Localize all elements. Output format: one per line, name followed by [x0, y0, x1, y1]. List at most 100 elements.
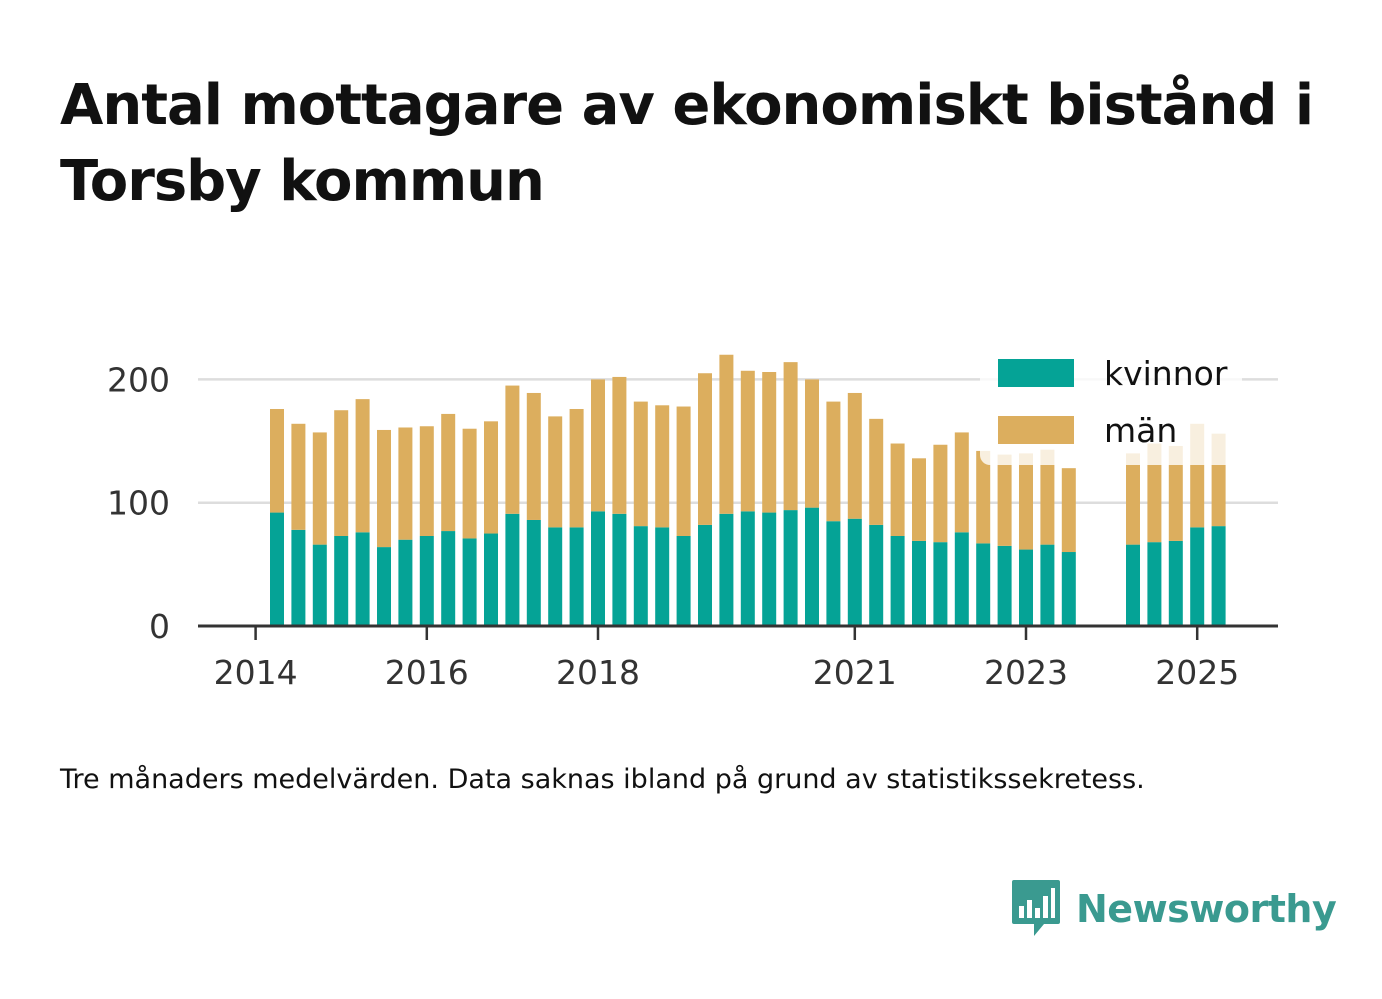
- bar-man: [569, 408, 584, 528]
- bar-kvinnor: [912, 540, 926, 626]
- bar-kvinnor: [1040, 544, 1055, 626]
- legend-swatch-man: [998, 416, 1074, 444]
- bar-man: [676, 406, 691, 536]
- bar-kvinnor: [826, 521, 841, 626]
- bar-man: [954, 432, 969, 533]
- bar-kvinnor: [954, 532, 969, 626]
- bar-man: [740, 370, 755, 512]
- bar-kvinnor: [398, 539, 413, 626]
- bar-man: [762, 372, 777, 513]
- bar-kvinnor: [312, 544, 327, 626]
- x-tick-label: 2021: [813, 653, 897, 692]
- bar-man: [826, 401, 841, 522]
- bar-kvinnor: [633, 526, 648, 626]
- bar-kvinnor: [548, 527, 563, 626]
- axes: 0 100 200 2014 2016 2018 2021 2023 2025: [107, 360, 1278, 692]
- bar-man: [997, 454, 1012, 546]
- bar-man: [890, 443, 905, 536]
- bar-man: [805, 379, 819, 508]
- chart-title: Antal mottagare av ekonomiskt bistånd i …: [60, 73, 1314, 214]
- bar-man: [783, 362, 798, 511]
- bar-kvinnor: [740, 511, 755, 626]
- bar-kvinnor: [762, 512, 777, 626]
- bar-kvinnor: [997, 545, 1012, 626]
- bar-kvinnor: [933, 542, 948, 626]
- bar-man: [869, 418, 884, 525]
- brand-name: Newsworthy: [1076, 887, 1337, 931]
- bar-man: [1040, 449, 1055, 545]
- bar-kvinnor: [591, 511, 605, 626]
- bar-man: [441, 413, 456, 532]
- bar-kvinnor: [484, 533, 498, 626]
- bar-man: [505, 385, 520, 514]
- bar-man: [1126, 453, 1140, 545]
- bar-kvinnor: [1061, 552, 1076, 626]
- x-tick-label: 2018: [556, 653, 640, 692]
- x-tick-label: 2025: [1155, 653, 1239, 692]
- bar-man: [548, 416, 563, 528]
- bar-man: [312, 432, 327, 545]
- legend-label-kvinnor: kvinnor: [1104, 354, 1228, 393]
- bar-man: [1019, 453, 1033, 550]
- bar-man: [355, 399, 370, 533]
- bar-man: [334, 410, 349, 536]
- bar-kvinnor: [505, 513, 520, 626]
- bars: [270, 354, 1226, 626]
- bar-man: [591, 379, 605, 512]
- bar-kvinnor: [655, 527, 670, 626]
- bar-kvinnor: [569, 527, 584, 626]
- bar-man: [655, 405, 670, 528]
- y-tick-label: 200: [107, 360, 170, 399]
- bar-kvinnor: [291, 529, 306, 626]
- bar-man: [291, 423, 306, 530]
- x-tick-label: 2016: [385, 653, 469, 692]
- bar-man: [398, 427, 413, 540]
- bar-kvinnor: [783, 510, 798, 626]
- bar-kvinnor: [355, 532, 370, 626]
- x-tick-label: 2014: [214, 653, 298, 692]
- bar-man: [462, 428, 477, 539]
- bar-kvinnor: [1190, 527, 1205, 626]
- bar-man: [1147, 443, 1162, 543]
- x-tick-label: 2023: [984, 653, 1068, 692]
- bar-kvinnor: [847, 518, 862, 626]
- bar-kvinnor: [526, 519, 541, 626]
- bar-kvinnor: [419, 535, 434, 626]
- bar-kvinnor: [334, 535, 349, 626]
- bar-man: [719, 354, 734, 514]
- bar-kvinnor: [719, 513, 734, 626]
- legend-swatch-kvinnor: [998, 359, 1074, 387]
- bar-kvinnor: [869, 524, 884, 626]
- bar-man: [1061, 468, 1076, 553]
- bar-kvinnor: [805, 507, 819, 626]
- bar-man: [526, 392, 541, 520]
- bar-kvinnor: [676, 535, 691, 626]
- bar-man: [419, 426, 434, 536]
- bar-kvinnor: [441, 531, 456, 626]
- chart-caption: Tre månaders medelvärden. Data saknas ib…: [60, 764, 1145, 795]
- bar-kvinnor: [1147, 542, 1162, 626]
- bar-man: [933, 444, 948, 543]
- bar-man: [1168, 445, 1183, 541]
- brand[interactable]: Newsworthy: [1010, 878, 1337, 940]
- bar-kvinnor: [377, 547, 391, 626]
- bar-man: [633, 401, 648, 527]
- bar-kvinnor: [612, 513, 627, 626]
- bar-kvinnor: [890, 535, 905, 626]
- bar-man: [377, 429, 391, 548]
- bar-man: [912, 458, 926, 541]
- newsworthy-logo-icon: [1012, 880, 1060, 936]
- bar-kvinnor: [1019, 549, 1033, 626]
- bar-man: [698, 373, 712, 525]
- bar-man: [484, 421, 498, 534]
- y-tick-label: 100: [107, 484, 170, 523]
- bar-man: [976, 450, 991, 544]
- legend-label-man: män: [1104, 411, 1177, 450]
- bar-kvinnor: [1126, 544, 1140, 626]
- bar-kvinnor: [1211, 526, 1226, 626]
- bar-man: [270, 408, 284, 513]
- legend: kvinnor män: [980, 347, 1242, 465]
- bar-man: [847, 392, 862, 519]
- y-tick-label: 0: [149, 607, 170, 646]
- bar-man: [612, 376, 627, 514]
